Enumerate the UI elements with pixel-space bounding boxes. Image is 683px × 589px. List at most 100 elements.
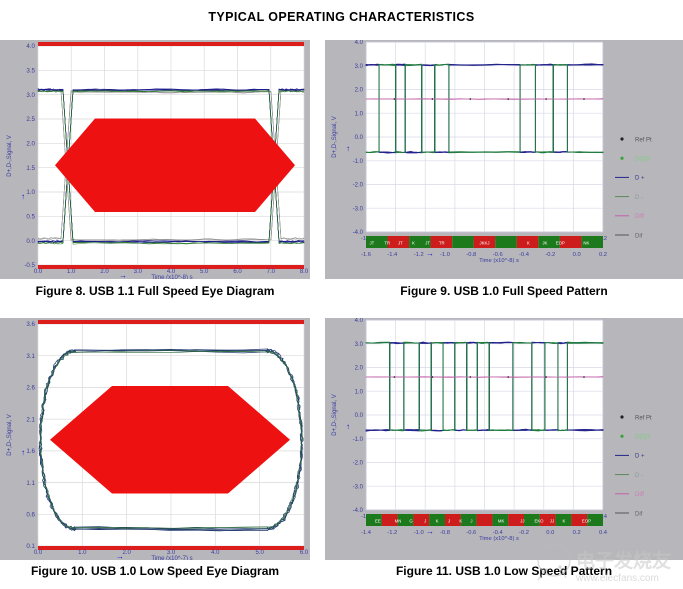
svg-text:EOP: EOP — [556, 241, 565, 246]
svg-text:JJ: JJ — [520, 519, 524, 524]
svg-text:D(0)3: D(0)3 — [635, 435, 651, 441]
svg-text:-1.6: -1.6 — [361, 252, 371, 258]
svg-text:D+,D-,Signal, V: D+,D-,Signal, V — [7, 414, 13, 456]
svg-text:0.4: 0.4 — [599, 530, 608, 536]
svg-text:↑: ↑ — [21, 448, 25, 457]
svg-text:5.0: 5.0 — [256, 550, 265, 556]
svg-text:MN: MN — [395, 519, 402, 524]
svg-text:-0.4: -0.4 — [519, 252, 530, 258]
svg-text:JK: JK — [542, 241, 547, 246]
svg-text:-1.0: -1.0 — [414, 530, 424, 536]
svg-text:↑: ↑ — [21, 192, 25, 201]
svg-text:-1.2: -1.2 — [414, 252, 424, 258]
svg-text:www.elecfans.com: www.elecfans.com — [575, 573, 659, 584]
svg-text:0.5: 0.5 — [26, 214, 35, 221]
svg-text:8.0: 8.0 — [300, 269, 309, 275]
svg-text:J: J — [448, 519, 450, 524]
svg-text:-1.0: -1.0 — [353, 437, 364, 443]
svg-text:1.1: 1.1 — [26, 480, 35, 487]
svg-text:4.0: 4.0 — [355, 318, 364, 324]
svg-text:0.2: 0.2 — [599, 252, 607, 258]
svg-text:3.5: 3.5 — [26, 68, 35, 75]
svg-text:JJ: JJ — [550, 519, 554, 524]
svg-text:TR: TR — [439, 241, 445, 246]
svg-text:0.0: 0.0 — [546, 530, 554, 536]
svg-text:K: K — [412, 241, 415, 246]
svg-text:1.6: 1.6 — [26, 448, 35, 455]
svg-text:K: K — [459, 519, 462, 524]
svg-text:Dif: Dif — [635, 511, 643, 517]
svg-text:Ref Pt: Ref Pt — [635, 415, 652, 421]
svg-text:电子发烧友: 电子发烧友 — [576, 549, 671, 572]
svg-text:1.0: 1.0 — [26, 189, 35, 196]
svg-text:3.0: 3.0 — [355, 342, 364, 348]
svg-text:-3.0: -3.0 — [353, 484, 364, 490]
svg-text:-1.4: -1.4 — [361, 530, 372, 536]
svg-text:J: J — [470, 519, 472, 524]
svg-text:1.0: 1.0 — [67, 269, 76, 275]
svg-text:-2.0: -2.0 — [353, 183, 364, 189]
svg-text:→: → — [116, 552, 124, 560]
svg-text:Time (x10^-8) s: Time (x10^-8) s — [479, 536, 519, 542]
svg-text:2.6: 2.6 — [26, 385, 35, 392]
svg-text:-0.2: -0.2 — [519, 530, 529, 536]
svg-text:-1.0: -1.0 — [353, 159, 364, 165]
svg-text:D(0)3: D(0)3 — [635, 157, 651, 163]
svg-text:-0.6: -0.6 — [466, 530, 476, 536]
svg-text:0.0: 0.0 — [34, 550, 43, 556]
svg-text:7.0: 7.0 — [267, 269, 276, 275]
svg-text:J: J — [424, 519, 426, 524]
svg-text:EOP: EOP — [582, 519, 591, 524]
svg-text:2.0: 2.0 — [355, 88, 364, 94]
svg-text:-0.2: -0.2 — [545, 252, 555, 258]
svg-text:JT: JT — [425, 241, 430, 246]
svg-text:0.2: 0.2 — [573, 530, 581, 536]
svg-text:Diff: Diff — [635, 214, 644, 220]
svg-text:1.0: 1.0 — [355, 390, 364, 396]
svg-text:→: → — [426, 527, 434, 536]
svg-text:3.0: 3.0 — [134, 269, 143, 275]
svg-text:D +: D + — [635, 454, 645, 460]
svg-text:4.0: 4.0 — [211, 550, 220, 556]
svg-text:0.0: 0.0 — [355, 135, 364, 141]
svg-text:K: K — [436, 519, 439, 524]
svg-text:D+,D-,Signal, V: D+,D-,Signal, V — [332, 116, 338, 158]
svg-text:K: K — [562, 519, 565, 524]
svg-text:D +: D + — [635, 176, 645, 182]
svg-text:JT: JT — [370, 241, 375, 246]
svg-text:0.0: 0.0 — [34, 269, 43, 275]
svg-text:2.5: 2.5 — [26, 116, 35, 123]
svg-text:-0.8: -0.8 — [440, 530, 450, 536]
svg-text:-0.8: -0.8 — [466, 252, 476, 258]
svg-text:0.0: 0.0 — [26, 238, 35, 245]
svg-text:3.1: 3.1 — [26, 353, 35, 360]
svg-text:↑: ↑ — [346, 422, 350, 431]
svg-text:→: → — [426, 249, 434, 258]
svg-text:-1.4: -1.4 — [387, 252, 398, 258]
svg-text:D -: D - — [635, 473, 643, 479]
svg-text:-3.0: -3.0 — [353, 206, 364, 212]
svg-text:Ref Pt: Ref Pt — [635, 137, 652, 143]
svg-text:Diff: Diff — [635, 492, 644, 498]
svg-text:2.1: 2.1 — [26, 416, 35, 423]
svg-text:3.0: 3.0 — [26, 92, 35, 99]
svg-text:1.0: 1.0 — [78, 550, 87, 556]
svg-text:D -: D - — [635, 195, 643, 201]
svg-text:K: K — [527, 241, 530, 246]
svg-text:4.0: 4.0 — [26, 43, 35, 50]
svg-text:EKO: EKO — [534, 519, 544, 524]
svg-text:0.6: 0.6 — [26, 512, 35, 519]
svg-text:3.6: 3.6 — [26, 321, 35, 328]
svg-text:0.0: 0.0 — [573, 252, 581, 258]
svg-text:EE: EE — [375, 519, 381, 524]
svg-text:6.0: 6.0 — [300, 550, 309, 556]
svg-text:D+,D-,Signal, V: D+,D-,Signal, V — [7, 135, 13, 177]
svg-text:1.0: 1.0 — [355, 112, 364, 118]
svg-text:D+,D-,Signal, V: D+,D-,Signal, V — [332, 394, 338, 436]
svg-text:3.0: 3.0 — [355, 64, 364, 70]
svg-text:JKKJ: JKKJ — [479, 241, 489, 246]
svg-text:1.5: 1.5 — [26, 165, 35, 172]
svg-text:2.0: 2.0 — [355, 366, 364, 372]
svg-text:-1.0: -1.0 — [440, 252, 450, 258]
svg-text:Time (x10^-8) s: Time (x10^-8) s — [479, 258, 519, 264]
